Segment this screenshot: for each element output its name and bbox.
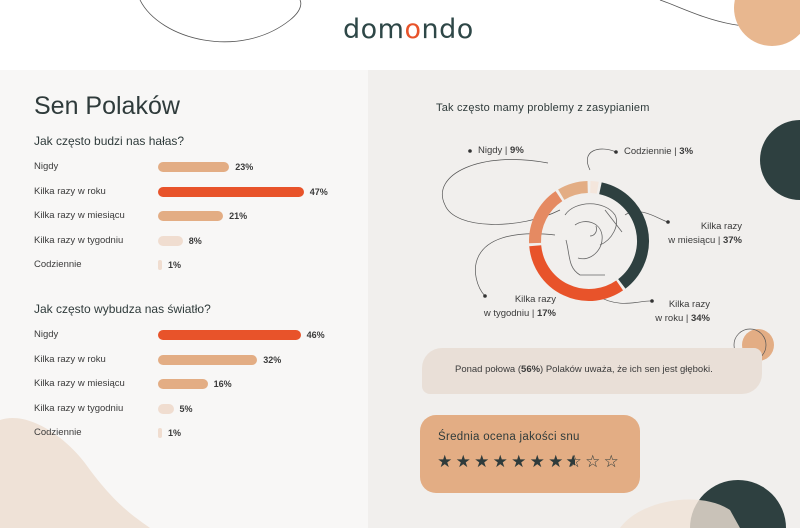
bar-value-label: 46% — [306, 330, 325, 340]
bar-category-label: Kilka razy w tygodniu — [34, 234, 124, 246]
connector-tydzien — [475, 233, 556, 297]
star-half-icon: ☆ ★ — [565, 452, 583, 471]
bar — [158, 428, 162, 438]
sleep-quality-title: Średnia ocena jakości snu — [438, 431, 580, 443]
bar — [158, 186, 304, 197]
donut-label-codziennie: Codziennie | 3% — [624, 146, 694, 157]
donut-label-rok: Kilka razy w roku | 34% — [655, 299, 710, 324]
connector-dot — [468, 149, 472, 153]
bar-value-label: 1% — [168, 260, 182, 270]
bar-category-label: Kilka razy w miesiącu — [34, 378, 125, 389]
bar-category-label: Codziennie — [34, 427, 82, 438]
star-empty-icon: ☆ — [585, 452, 602, 471]
star-full-icon: ★ — [529, 452, 546, 471]
bar — [158, 354, 258, 365]
connector-dot — [666, 220, 670, 224]
star-full-icon: ★ — [437, 452, 454, 471]
bar-category-label: Kilka razy w roku — [34, 353, 106, 365]
bar-value-label: 21% — [229, 211, 248, 221]
bar-value-label: 1% — [168, 428, 182, 438]
connector-codziennie — [587, 148, 617, 171]
bar-value-label: 32% — [263, 354, 282, 365]
bar-category-label: Codziennie — [34, 259, 82, 270]
header: domondo — [0, 0, 800, 70]
bar — [158, 235, 183, 246]
connector-dot — [650, 299, 654, 303]
connector-nigdy — [442, 159, 561, 225]
star-full-icon: ★ — [455, 452, 472, 471]
bar — [158, 330, 301, 340]
bar-category-label: Nigdy — [34, 329, 59, 340]
bar-value-label: 5% — [179, 403, 193, 414]
donut-slice — [590, 181, 599, 194]
deep-sleep-note — [422, 348, 762, 394]
question-light: Jak często wybudza nas światło? — [34, 302, 211, 316]
star-rating: ★ ★ ★ ★ ★ ★ ★ ☆ ★ ☆ ☆ — [436, 452, 621, 472]
question-noise: Jak często budzi nas hałas? — [34, 134, 185, 148]
bar — [158, 379, 208, 389]
donut-slice — [598, 182, 649, 289]
star-full-icon: ★ — [474, 452, 491, 471]
connector-dot — [614, 150, 618, 154]
bar-category-label: Kilka razy w tygodniu — [34, 402, 124, 414]
donut-slice — [558, 181, 589, 200]
bar-value-label: 16% — [213, 379, 232, 389]
bar-category-label: Nigdy — [34, 161, 59, 172]
sleeping-person-illustration — [564, 203, 623, 276]
donut-label-miesiac: Kilka razy w miesiącu | 37% — [668, 221, 742, 246]
bar — [158, 211, 224, 221]
donut-label-nigdy: Nigdy | 9% — [478, 145, 524, 156]
bar-category-label: Kilka razy w miesiącu — [34, 210, 125, 221]
star-full-icon: ★ — [492, 452, 509, 471]
deep-sleep-note-text: Ponad połowa (56%) Polaków uważa, że ich… — [455, 364, 713, 375]
donut-title: Tak często mamy problemy z zasypianiem — [436, 102, 650, 114]
connector-dot — [483, 294, 487, 298]
bar — [158, 162, 230, 172]
star-empty-icon: ☆ — [603, 452, 620, 471]
donut-label-tydzien: Kilka razy w tygodniu | 17% — [483, 294, 556, 319]
page-title: Sen Polaków — [34, 92, 180, 120]
star-full-icon: ★ — [511, 452, 528, 471]
bar-value-label: 8% — [188, 235, 202, 246]
brand-logo[interactable]: domondo — [343, 14, 474, 45]
donut-slice — [529, 244, 624, 301]
bar — [158, 403, 174, 414]
donut-slice — [529, 191, 563, 244]
bar-value-label: 47% — [309, 186, 328, 197]
bar — [158, 260, 162, 270]
sleep-quality-card — [420, 415, 640, 493]
star-full-icon: ★ — [548, 452, 565, 471]
bar-category-label: Kilka razy w roku — [34, 185, 106, 197]
bar-value-label: 23% — [235, 162, 254, 172]
